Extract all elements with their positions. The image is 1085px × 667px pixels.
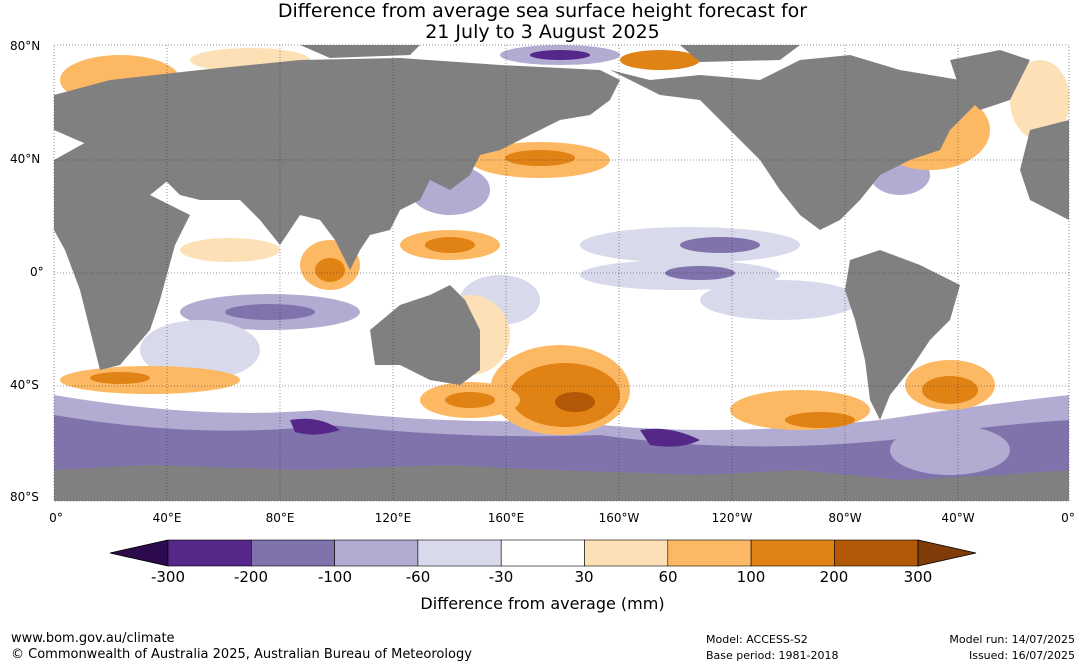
lon-label: 40°E [152, 511, 182, 525]
footer-url: www.bom.gov.au/climate [11, 631, 175, 646]
colorbar-bin [667, 539, 752, 567]
colorbar-under-arrow [109, 539, 169, 567]
colorbar-bin [417, 539, 502, 567]
colorbar-tick-label: 100 [736, 568, 766, 586]
colorbar-tick-label: -200 [233, 568, 269, 586]
lon-label: 80°E [265, 511, 295, 525]
lat-label-40n: 40°N [10, 152, 41, 166]
lon-label: 120°E [374, 511, 412, 525]
lon-label: 160°E [487, 511, 525, 525]
footer-base-period: Base period: 1981-2018 [706, 649, 839, 662]
colorbar-tick-label: 200 [819, 568, 849, 586]
land [54, 45, 1069, 501]
footer-model-run: Model run: 14/07/2025 [949, 633, 1075, 646]
lon-label: 0° [1061, 511, 1075, 525]
map-frame [53, 44, 1070, 502]
lon-label: 0° [49, 511, 63, 525]
map-title-line2: 21 July to 3 August 2025 [425, 21, 660, 43]
colorbar-tick-label: -100 [317, 568, 353, 586]
colorbar-bin [251, 539, 335, 567]
colorbar-bin [334, 539, 419, 567]
colorbar [109, 539, 977, 567]
lat-label-40s: 40°S [10, 378, 39, 392]
colorbar-title: Difference from average (mm) [420, 594, 665, 613]
land-south-america [845, 250, 960, 420]
lon-label: 160°W [598, 511, 640, 525]
map-area [54, 45, 1069, 501]
lon-label: 120°W [711, 511, 753, 525]
colorbar-over-arrow [917, 539, 977, 567]
colorbar-tick-label: -30 [488, 568, 514, 586]
map-title-line1: Difference from average sea surface heig… [277, 0, 808, 22]
lat-label-80s: 80°S [10, 490, 39, 504]
lon-label: 40°W [941, 511, 975, 525]
graticule [54, 45, 1069, 501]
colorbar-bin [167, 539, 252, 567]
land-north-america [610, 55, 980, 230]
colorbar-tick-label: 60 [658, 568, 678, 586]
colorbar-tick-label: -300 [150, 568, 186, 586]
lat-label-0: 0° [30, 265, 44, 279]
lat-label-80n: 80°N [10, 39, 41, 53]
colorbar-tick-label: 30 [574, 568, 594, 586]
land-africa [54, 140, 190, 370]
colorbar-bin [834, 539, 919, 567]
land-eurasia [54, 58, 620, 270]
colorbar-tick-label: -60 [405, 568, 431, 586]
colorbar-bin [584, 539, 669, 567]
footer-issued: Issued: 16/07/2025 [968, 649, 1075, 662]
colorbar-bin [500, 539, 585, 567]
colorbar-tick-label: 300 [903, 568, 933, 586]
land-australia [370, 285, 480, 385]
colorbar-bin [750, 539, 835, 567]
land-europe-east [1020, 120, 1069, 220]
land-antarctica [54, 465, 1069, 501]
land-greenland [950, 50, 1030, 110]
lon-label: 80°W [828, 511, 862, 525]
footer-copyright: © Commonwealth of Australia 2025, Austra… [11, 647, 472, 662]
footer-model: Model: ACCESS-S2 [706, 633, 808, 646]
